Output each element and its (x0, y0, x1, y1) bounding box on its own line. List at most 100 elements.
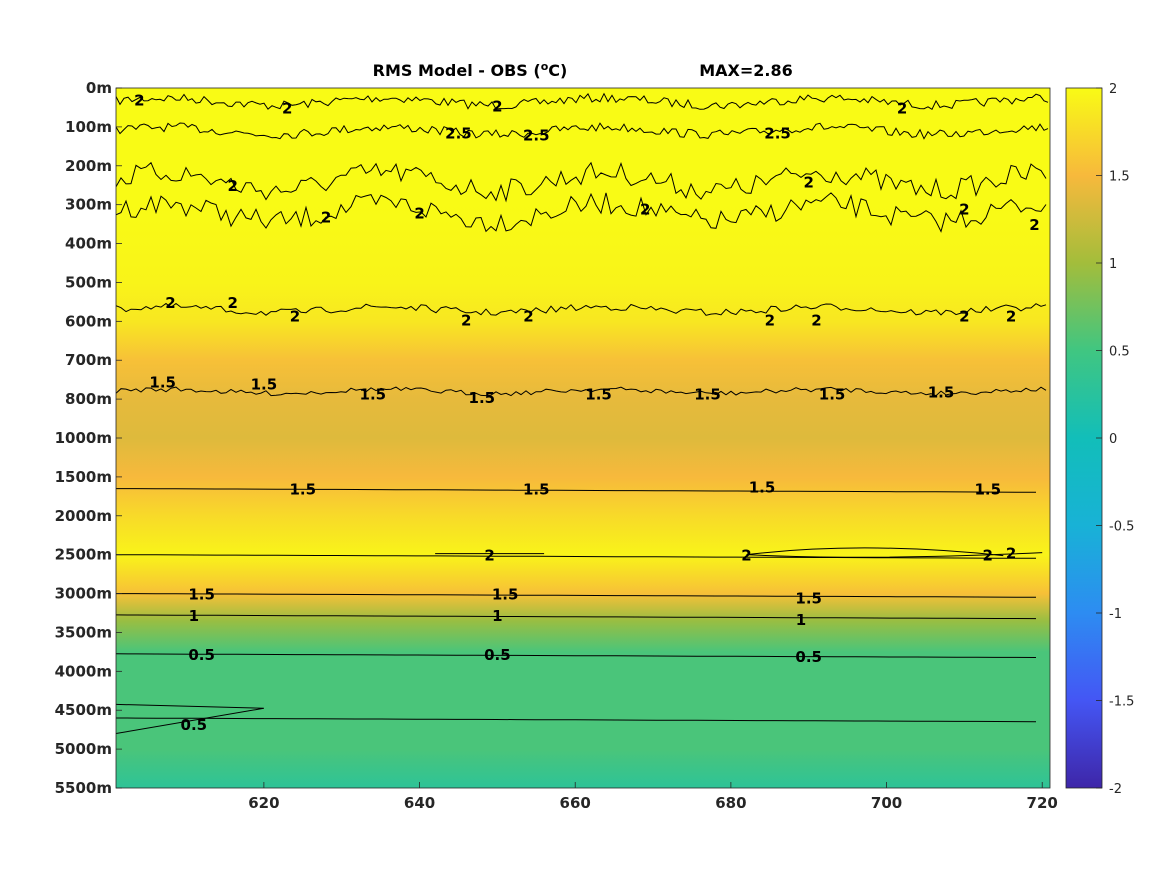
contour-label: 2 (1006, 308, 1016, 326)
contour-label: 1.5 (251, 376, 278, 394)
contour-line (116, 614, 1037, 620)
y-tick-label: 2000m (55, 507, 112, 525)
contour-label: 2.5 (445, 125, 472, 143)
contour-label: 2 (1006, 545, 1016, 563)
contour-label: 2 (165, 294, 175, 312)
contour-label: 1.5 (492, 586, 519, 604)
chart-title-main: RMS Model - OBS ( (373, 61, 541, 80)
contour-label: 1.5 (749, 479, 776, 497)
y-tick-label: 5500m (55, 779, 112, 797)
y-tick-label: 100m (65, 118, 112, 136)
contour-line (116, 161, 1047, 203)
colorbar-tick-label: 1 (1109, 257, 1117, 272)
contour-label: 1.5 (819, 385, 846, 403)
x-tick-label: 620 (248, 794, 279, 812)
y-tick-label: 400m (65, 235, 112, 253)
y-tick-label: 2500m (55, 546, 112, 564)
contour-label: 2 (803, 173, 813, 191)
colorbar[interactable]: 2 1.5 1 0.5 0 -0.5 -1 -1.5 -2 (1065, 82, 1134, 797)
contour-label: 1.5 (360, 385, 387, 403)
y-tick-label: 3000m (55, 585, 112, 603)
chart-title: RMS Model - OBS (oC) (373, 60, 568, 81)
colorbar-tick-label: 0 (1109, 432, 1117, 447)
contour-label: 2 (484, 547, 494, 565)
x-axis: 620 640 660 680 700 720 (248, 782, 1058, 812)
contour-line (116, 302, 1047, 316)
contour-label: 2 (228, 177, 238, 195)
colorbar-tick-label: -0.5 (1109, 520, 1134, 535)
contour-label: 1.5 (694, 385, 721, 403)
y-axis: 0m 100m 200m 300m 400m 500m 600m 700m 800m 1000m 1… (55, 79, 122, 797)
contour-label: 2 (811, 311, 821, 329)
contour-label: 2 (228, 294, 238, 312)
plot-area: 1.5 1.5 1.5 1.5 1.5 1.5 1.5 1.5 2 2 2 2 2 2 2 2 2 2 2 2 2 2 2 2… (115, 87, 1051, 789)
contour-label: 1.5 (974, 481, 1001, 499)
contour-line (116, 386, 1047, 397)
colorbar-tick-label: -2 (1109, 782, 1122, 797)
x-tick-label: 680 (715, 794, 746, 812)
y-tick-label: 700m (65, 351, 112, 369)
contour-label: 1.5 (290, 481, 317, 499)
y-tick-label: 4500m (55, 701, 112, 719)
contour-label: 2.5 (523, 127, 550, 145)
contour-label: 2 (897, 99, 907, 117)
colorbar-tick-label: 0.5 (1109, 345, 1130, 360)
heatmap-field (116, 88, 1050, 788)
contour-label: 2 (741, 547, 751, 565)
contour-label: 1 (492, 607, 502, 625)
contour-line (116, 653, 1037, 658)
colorbar-ticks: 2 1.5 1 0.5 0 -0.5 -1 -1.5 -2 (1096, 82, 1134, 797)
y-tick-label: 0m (86, 79, 112, 97)
contour-label: 1.5 (523, 481, 550, 499)
colorbar-tick-label: -1 (1109, 607, 1122, 622)
contour-label: 2 (1029, 216, 1039, 234)
contour-label: 1 (189, 607, 199, 625)
x-tick-label: 640 (404, 794, 435, 812)
contour-label: 1 (796, 611, 806, 629)
y-tick-label: 500m (65, 273, 112, 291)
contour-line (116, 593, 1036, 598)
colorbar-tick-label: -1.5 (1109, 695, 1134, 710)
contour-line (116, 554, 1036, 559)
contour-label: 2 (640, 201, 650, 219)
colorbar-tick-label: 2 (1109, 82, 1117, 97)
y-tick-label: 200m (65, 157, 112, 175)
x-tick-label: 720 (1027, 794, 1058, 812)
contour-line (746, 547, 1043, 558)
contour-label: 1.5 (585, 385, 612, 403)
contour-label: 1.5 (928, 383, 955, 401)
contour-line (116, 717, 1037, 723)
contour-label: 1.5 (149, 374, 176, 392)
contour-label: 2 (523, 308, 533, 326)
y-tick-label: 800m (65, 390, 112, 408)
contour-label: 2 (134, 92, 144, 110)
contour-label: 2 (282, 99, 292, 117)
contour-label: 2 (414, 204, 424, 222)
contour-label: 2 (959, 308, 969, 326)
contour-label: 2 (765, 311, 775, 329)
chart-title-suffix: C) (548, 61, 567, 80)
y-tick-label: 3500m (55, 623, 112, 641)
contour-label-layer: 1.5 1.5 1.5 1.5 1.5 1.5 1.5 1.5 2 2 2 2 2 2 2 2 2 2 2 2 2 2 2 2… (134, 92, 1040, 734)
contour-line (116, 703, 264, 735)
contour-line (116, 122, 1049, 140)
contour-label: 0.5 (188, 646, 215, 664)
contour-label: 2 (321, 208, 331, 226)
max-label: MAX=2.86 (699, 61, 793, 80)
x-tick-label: 700 (871, 794, 902, 812)
contour-label: 2 (492, 98, 502, 116)
x-tick-label: 660 (560, 794, 591, 812)
contour-label: 2 (959, 201, 969, 219)
contour-label: 2 (290, 308, 300, 326)
y-tick-label: 4000m (55, 662, 112, 680)
contour-line (116, 192, 1047, 233)
contour-line (116, 488, 1036, 493)
y-tick-label: 300m (65, 196, 112, 214)
contour-label: 2 (983, 547, 993, 565)
colorbar-tick-label: 1.5 (1109, 170, 1130, 185)
contour-label: 2 (461, 311, 471, 329)
contour-label: 0.5 (181, 716, 208, 734)
contour-label: 0.5 (795, 648, 822, 666)
y-tick-label: 1000m (55, 429, 112, 447)
